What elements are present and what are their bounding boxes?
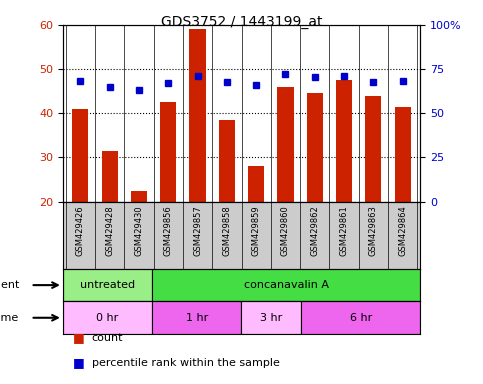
Text: count: count	[92, 333, 123, 343]
Text: ■: ■	[72, 356, 84, 369]
Text: percentile rank within the sample: percentile rank within the sample	[92, 358, 280, 368]
Bar	[219, 120, 235, 202]
Text: 1 hr: 1 hr	[185, 313, 208, 323]
Text: 6 hr: 6 hr	[350, 313, 372, 323]
Text: time: time	[0, 313, 19, 323]
Bar	[248, 166, 264, 202]
Text: GSM429858: GSM429858	[222, 205, 231, 256]
Bar	[131, 190, 147, 202]
Bar	[242, 301, 301, 334]
Text: GDS3752 / 1443199_at: GDS3752 / 1443199_at	[161, 15, 322, 29]
Text: GSM429430: GSM429430	[134, 205, 143, 256]
Bar	[101, 151, 118, 202]
Bar	[277, 87, 294, 202]
Text: GSM429860: GSM429860	[281, 205, 290, 256]
Text: agent: agent	[0, 280, 19, 290]
Bar	[63, 269, 152, 301]
Text: concanavalin A: concanavalin A	[244, 280, 328, 290]
Text: untreated: untreated	[80, 280, 135, 290]
Text: GSM429428: GSM429428	[105, 205, 114, 256]
Text: GSM429856: GSM429856	[164, 205, 173, 256]
Bar	[152, 301, 242, 334]
Text: GSM429859: GSM429859	[252, 205, 261, 256]
Text: GSM429861: GSM429861	[340, 205, 349, 256]
Text: 3 hr: 3 hr	[260, 313, 283, 323]
Bar	[160, 102, 176, 202]
Bar	[307, 93, 323, 202]
Bar	[63, 301, 152, 334]
Text: GSM429857: GSM429857	[193, 205, 202, 256]
Bar	[336, 80, 352, 202]
Text: GSM429426: GSM429426	[76, 205, 85, 256]
Bar	[365, 96, 382, 202]
Bar	[152, 269, 420, 301]
Text: GSM429862: GSM429862	[310, 205, 319, 256]
Bar	[301, 301, 420, 334]
Text: GSM429863: GSM429863	[369, 205, 378, 256]
Bar	[189, 30, 206, 202]
Text: ■: ■	[72, 331, 84, 344]
Bar	[72, 109, 88, 202]
Text: GSM429864: GSM429864	[398, 205, 407, 256]
Bar	[395, 107, 411, 202]
Text: 0 hr: 0 hr	[96, 313, 119, 323]
